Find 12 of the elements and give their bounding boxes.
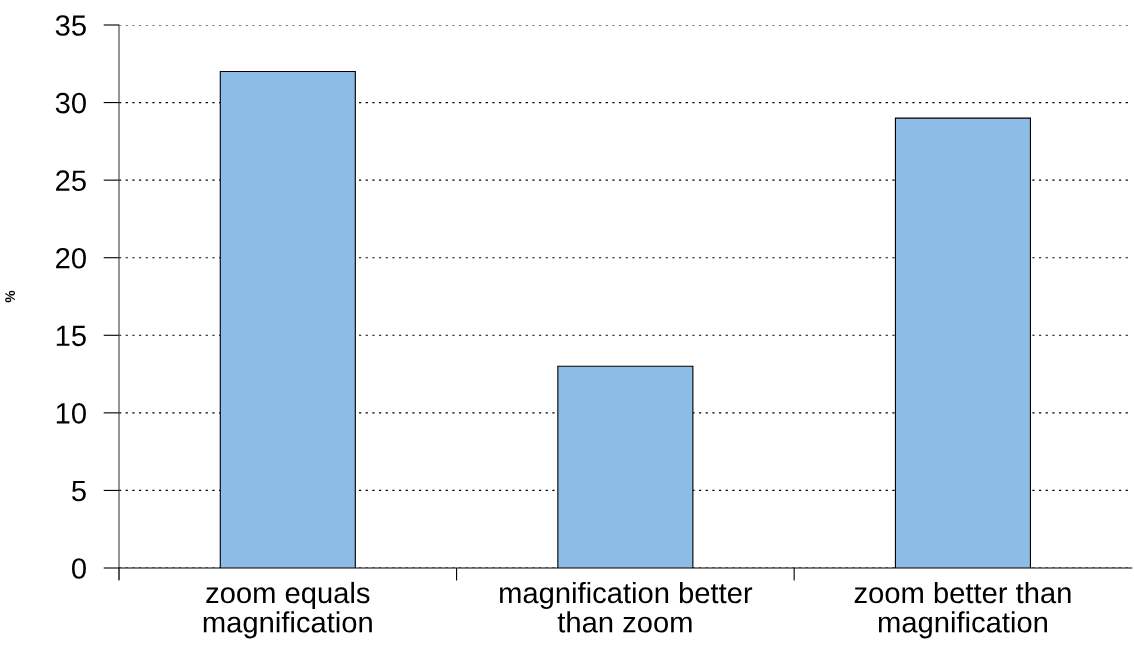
y-tick-label: 5 [72,480,86,502]
y-tick-label: 20 [56,247,86,269]
y-tick-label: 10 [56,403,86,424]
y-tick-label: 35 [55,15,86,36]
x-tick-label: magnification better than zoom [500,581,753,633]
y-tick-label: 25 [56,170,86,191]
y-tick-label: 30 [55,92,86,114]
y-tick-label: 15 [56,325,86,347]
x-tick-label: zoom equals magnification [203,581,372,639]
x-tick-label: zoom better than magnification [854,581,1071,639]
y-axis-title: % [5,290,15,303]
y-tick-label: 0 [71,558,86,579]
